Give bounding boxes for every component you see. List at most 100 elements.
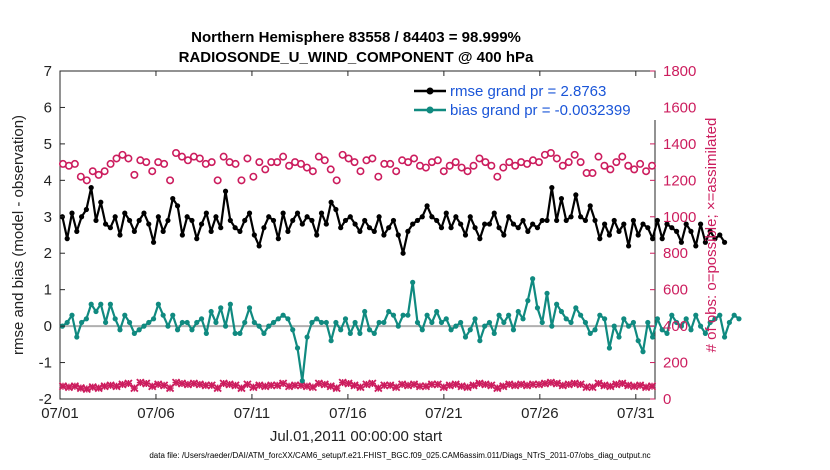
rmse-point: [434, 217, 440, 224]
rmse-point: [602, 221, 608, 227]
obs-assimilated-marker: [231, 381, 240, 390]
rmse-point: [544, 217, 550, 224]
obs-possible-marker: [546, 149, 555, 158]
rmse-point: [112, 214, 118, 220]
rmse-point: [246, 210, 253, 216]
bias-point: [222, 323, 229, 329]
obs-assimilated-marker: [374, 383, 383, 393]
rmse-point: [717, 232, 723, 238]
obs-assimilated-marker: [362, 380, 371, 389]
obs-possible-marker: [195, 154, 204, 163]
bias-point: [549, 323, 555, 329]
rmse-point: [294, 210, 301, 216]
rmse-point: [280, 210, 286, 216]
rmse-point: [189, 217, 195, 224]
obs-possible-marker: [308, 167, 317, 176]
rmse-point: [232, 225, 238, 231]
rmse-point: [131, 228, 137, 234]
bias-point: [606, 345, 613, 351]
obs-possible-marker: [630, 165, 639, 174]
obs-assimilated-marker: [273, 381, 282, 390]
rmse-point: [314, 232, 320, 238]
bias-point: [491, 330, 497, 336]
y-tick-label-right: 1400: [663, 136, 696, 153]
bias-point: [650, 334, 656, 340]
rmse-point: [702, 239, 708, 245]
rmse-point: [472, 225, 478, 231]
rmse-point: [712, 236, 718, 242]
bias-point: [659, 327, 665, 333]
rmse-point: [323, 221, 329, 227]
obs-assimilated-marker: [213, 383, 222, 393]
bias-point: [318, 319, 325, 326]
bias-point: [621, 316, 627, 322]
rmse-point: [198, 221, 205, 227]
obs-possible-marker: [606, 165, 615, 174]
rmse-point: [568, 214, 574, 220]
rmse-point: [467, 214, 473, 220]
rmse-point: [256, 243, 262, 249]
rmse-point: [88, 185, 94, 191]
rmse-point: [486, 221, 493, 227]
y-tick-label-left: 7: [44, 63, 52, 80]
obs-assimilated-marker: [392, 383, 401, 392]
bias-point: [558, 308, 565, 315]
obs-assimilated-marker: [463, 383, 472, 392]
rmse-point: [237, 228, 243, 234]
obs-assimilated-marker: [350, 381, 359, 390]
y-axis-label-right: # of obs: o=possible; ×=assimilated: [703, 118, 720, 353]
obs-assimilated-marker: [415, 382, 425, 391]
obs-possible-marker: [600, 161, 609, 170]
obs-possible-marker: [475, 154, 484, 163]
obs-possible-marker: [320, 156, 329, 165]
obs-possible-marker: [255, 158, 264, 167]
rmse-point: [227, 217, 233, 224]
rmse-point: [650, 236, 656, 242]
rmse-point: [333, 206, 339, 213]
obs-assimilated-marker: [124, 379, 133, 388]
bias-point: [78, 319, 85, 326]
bias-point: [578, 312, 584, 318]
rmse-point: [222, 188, 229, 194]
rmse-point: [64, 236, 70, 242]
obs-possible-marker: [356, 167, 365, 176]
legend-label-bias: bias grand pr = -0.0032399: [450, 102, 631, 119]
obs-assimilated-marker: [380, 381, 389, 390]
rmse-point: [78, 214, 85, 220]
rmse-point: [405, 228, 411, 234]
bias-point: [534, 305, 541, 311]
bias-point: [390, 312, 397, 318]
bias-point: [482, 323, 488, 329]
bias-point: [371, 330, 377, 336]
bias-point: [678, 323, 684, 329]
rmse-point: [419, 214, 425, 220]
rmse-point: [582, 217, 589, 224]
bias-point: [227, 301, 233, 307]
bias-point: [462, 334, 469, 340]
bias-point: [592, 327, 598, 333]
obs-possible-marker: [94, 170, 103, 179]
legend-marker-rmse: [426, 87, 434, 95]
bias-point: [170, 312, 176, 318]
plot-frame: [59, 70, 656, 400]
bias-point: [93, 308, 99, 315]
obs-assimilated-marker: [344, 379, 353, 388]
obs-possible-marker: [261, 165, 270, 174]
rmse-point: [688, 228, 694, 234]
obs-assimilated-marker: [70, 382, 80, 391]
obs-possible-marker: [368, 154, 377, 163]
rmse-point: [213, 214, 219, 220]
bias-point: [203, 330, 209, 336]
bias-point: [126, 319, 133, 326]
obs-assimilated-marker: [439, 383, 448, 392]
obs-possible-marker: [636, 159, 645, 168]
bias-point: [438, 319, 445, 326]
bias-point: [83, 316, 89, 322]
bias-point: [107, 301, 113, 307]
bias-point: [414, 319, 421, 326]
obs-possible-marker: [106, 159, 115, 168]
y-tick-label-left: 1: [44, 282, 52, 299]
rmse-point: [510, 221, 517, 227]
obs-assimilated-marker: [475, 379, 484, 388]
rmse-point: [318, 210, 325, 216]
